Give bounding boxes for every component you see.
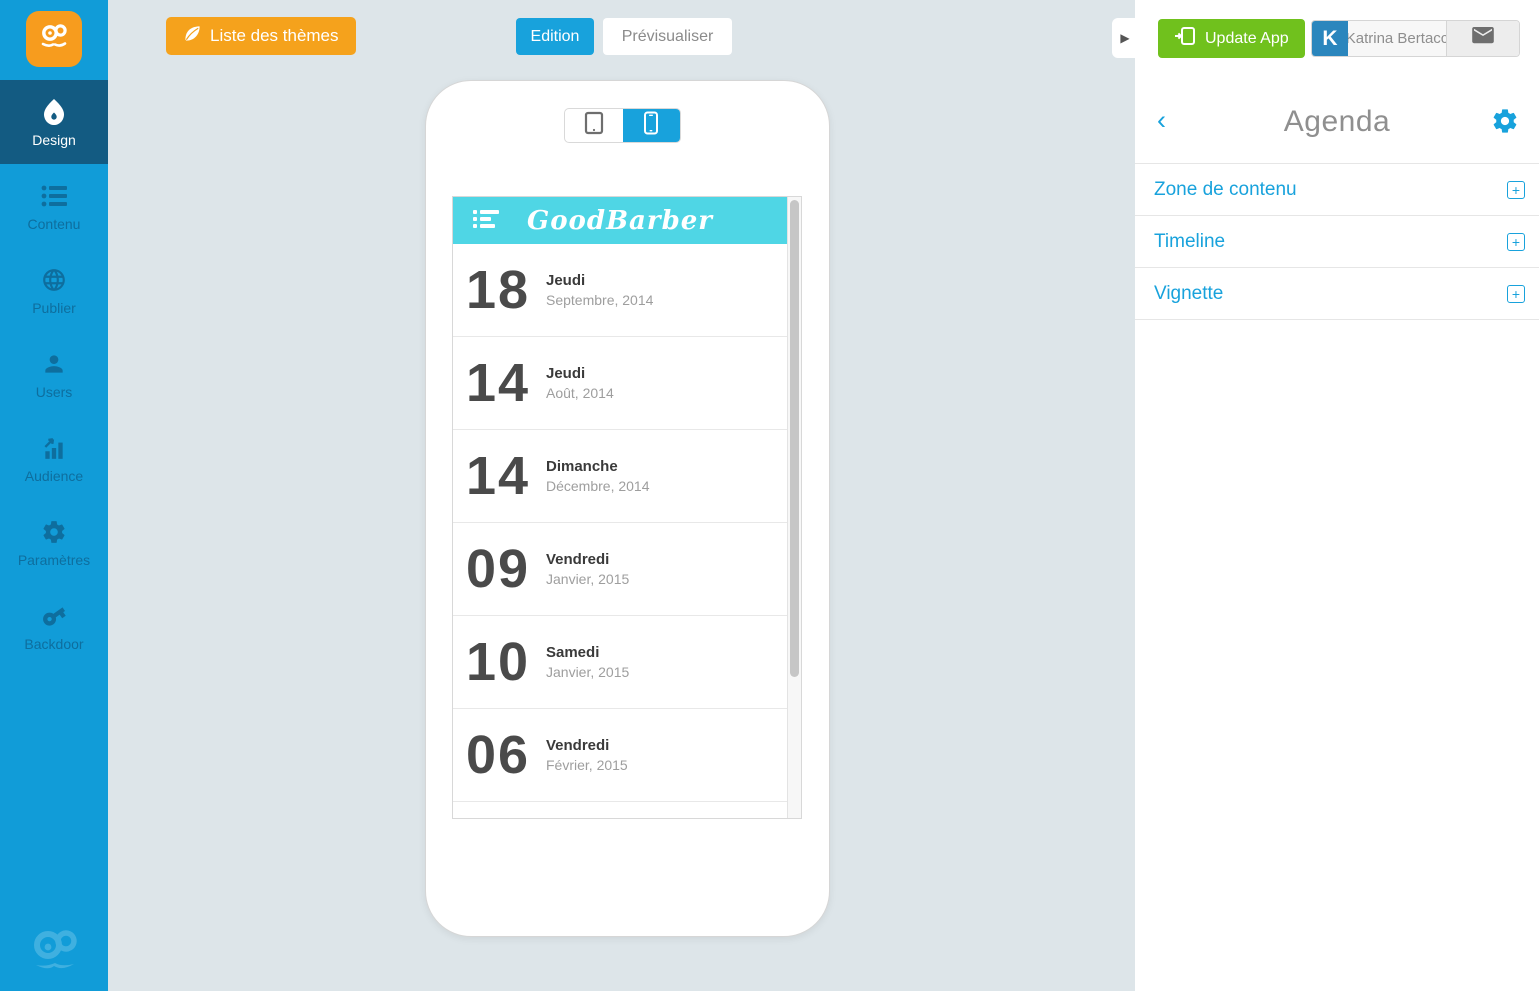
mail-button[interactable] — [1446, 21, 1519, 56]
sidebar-item-publier[interactable]: Publier — [0, 248, 108, 332]
sidebar-item-label: Contenu — [27, 216, 81, 232]
device-upload-icon — [1174, 26, 1196, 51]
settings-gear-icon[interactable] — [1491, 107, 1519, 140]
agenda-weekday: Dimanche — [546, 458, 618, 475]
phone-icon — [643, 111, 659, 140]
sidebar-item-parametres[interactable]: Paramètres — [0, 500, 108, 584]
agenda-list-item-partial — [453, 802, 788, 818]
user-name: Katrina Bertacc — [1348, 21, 1446, 56]
user-widget[interactable]: K Katrina Bertacc — [1311, 20, 1520, 57]
plus-square-icon[interactable]: + — [1507, 284, 1525, 303]
sidebar-item-label: Users — [35, 384, 73, 400]
update-app-label: Update App — [1205, 29, 1289, 47]
edition-tab-button[interactable]: Edition — [516, 18, 594, 55]
globe-icon — [40, 266, 68, 294]
sidebar-item-label: Publier — [32, 300, 76, 316]
panel-sections: Zone de contenu + Timeline + Vignette + — [1135, 163, 1539, 320]
avatar: K — [1312, 21, 1348, 56]
agenda-weekday: Jeudi — [546, 365, 586, 382]
update-app-button[interactable]: Update App — [1158, 19, 1305, 58]
agenda-month-year: Janvier, 2015 — [546, 664, 630, 680]
panel-header: ‹ Agenda — [1135, 98, 1539, 150]
content-list-icon — [40, 182, 68, 210]
agenda-weekday: Jeudi — [546, 272, 586, 289]
agenda-list-item[interactable]: 06 Vendredi Février, 2015 — [453, 709, 788, 802]
sidebar-item-contenu[interactable]: Contenu — [0, 164, 108, 248]
scrollbar-thumb[interactable] — [790, 200, 800, 677]
sidebar-item-label: Paramètres — [17, 552, 91, 568]
page-title: Agenda — [1283, 105, 1391, 138]
app-title: GoodBarber — [527, 205, 714, 236]
agenda-weekday: Vendredi — [546, 737, 610, 754]
agenda-list-item[interactable]: 09 Vendredi Janvier, 2015 — [453, 523, 788, 616]
envelope-icon — [1472, 27, 1494, 50]
agenda-day: 14 — [466, 446, 531, 506]
sidebar-nav: Design Contenu Publier Users Audience — [0, 80, 108, 668]
agenda-day: 09 — [466, 539, 531, 599]
leaf-icon — [183, 24, 202, 48]
section-timeline[interactable]: Timeline + — [1135, 216, 1539, 268]
menu-list-icon[interactable] — [473, 210, 499, 231]
device-toggle — [564, 108, 681, 143]
agenda-list-item[interactable]: 14 Dimanche Décembre, 2014 — [453, 430, 788, 523]
agenda-month-year: Septembre, 2014 — [546, 292, 654, 308]
preview-tab-button[interactable]: Prévisualiser — [603, 18, 732, 55]
agenda-day: 10 — [466, 632, 531, 692]
agenda-day: 14 — [466, 353, 531, 413]
plus-square-icon[interactable]: + — [1507, 180, 1525, 199]
bar-chart-icon — [40, 434, 68, 462]
plus-square-icon[interactable]: + — [1507, 232, 1525, 251]
phone-toggle-button[interactable] — [622, 109, 680, 142]
agenda-weekday: Vendredi — [546, 551, 610, 568]
sidebar-item-label: Design — [32, 132, 76, 148]
editor-canvas: Liste des thèmes Edition Prévisualiser — [108, 0, 1135, 991]
phone-preview-frame: GoodBarber 18 Jeudi Septembre, 2014 14 J… — [425, 80, 830, 937]
agenda-month-year: Août, 2014 — [546, 385, 614, 401]
themes-list-button[interactable]: Liste des thèmes — [166, 17, 356, 55]
agenda-day: 18 — [466, 260, 531, 320]
panel-collapse-button[interactable]: ▶ — [1112, 18, 1138, 58]
agenda-month-year: Février, 2015 — [546, 757, 628, 773]
tablet-icon — [583, 111, 605, 140]
goodbarber-watermark-icon — [24, 917, 86, 979]
owl-icon — [34, 18, 74, 61]
agenda-day: 06 — [466, 725, 531, 785]
agenda-list: GoodBarber 18 Jeudi Septembre, 2014 14 J… — [453, 197, 788, 818]
gear-icon — [40, 518, 68, 546]
sidebar-item-audience[interactable]: Audience — [0, 416, 108, 500]
agenda-month-year: Décembre, 2014 — [546, 478, 650, 494]
section-label: Vignette — [1154, 282, 1224, 304]
sidebar-item-label: Audience — [24, 468, 84, 484]
section-vignette[interactable]: Vignette + — [1135, 268, 1539, 320]
goodbarber-logo[interactable] — [26, 11, 82, 67]
agenda-list-item[interactable]: 14 Jeudi Août, 2014 — [453, 337, 788, 430]
sidebar-item-backdoor[interactable]: Backdoor — [0, 584, 108, 668]
user-icon — [40, 350, 68, 378]
sidebar-item-users[interactable]: Users — [0, 332, 108, 416]
right-arrow-icon: ▶ — [1120, 31, 1130, 45]
section-label: Zone de contenu — [1154, 178, 1297, 200]
app-preview-screen: GoodBarber 18 Jeudi Septembre, 2014 14 J… — [452, 196, 802, 819]
design-drop-icon — [40, 98, 68, 126]
tablet-toggle-button[interactable] — [565, 109, 623, 142]
back-chevron-icon[interactable]: ‹ — [1157, 105, 1166, 135]
agenda-list-item[interactable]: 18 Jeudi Septembre, 2014 — [453, 244, 788, 337]
agenda-month-year: Janvier, 2015 — [546, 571, 630, 587]
agenda-weekday: Samedi — [546, 644, 600, 661]
themes-list-label: Liste des thèmes — [210, 26, 339, 45]
sidebar-item-design[interactable]: Design — [0, 80, 108, 164]
agenda-list-item[interactable]: 10 Samedi Janvier, 2015 — [453, 616, 788, 709]
sidebar: Design Contenu Publier Users Audience — [0, 0, 108, 991]
section-label: Timeline — [1154, 230, 1226, 252]
key-icon — [40, 602, 68, 630]
preview-scrollbar[interactable] — [787, 197, 801, 818]
section-zone-de-contenu[interactable]: Zone de contenu + — [1135, 164, 1539, 216]
settings-panel: Update App K Katrina Bertacc ‹ Agenda Zo… — [1135, 0, 1539, 991]
app-navbar: GoodBarber — [453, 197, 788, 244]
sidebar-item-label: Backdoor — [24, 636, 84, 652]
